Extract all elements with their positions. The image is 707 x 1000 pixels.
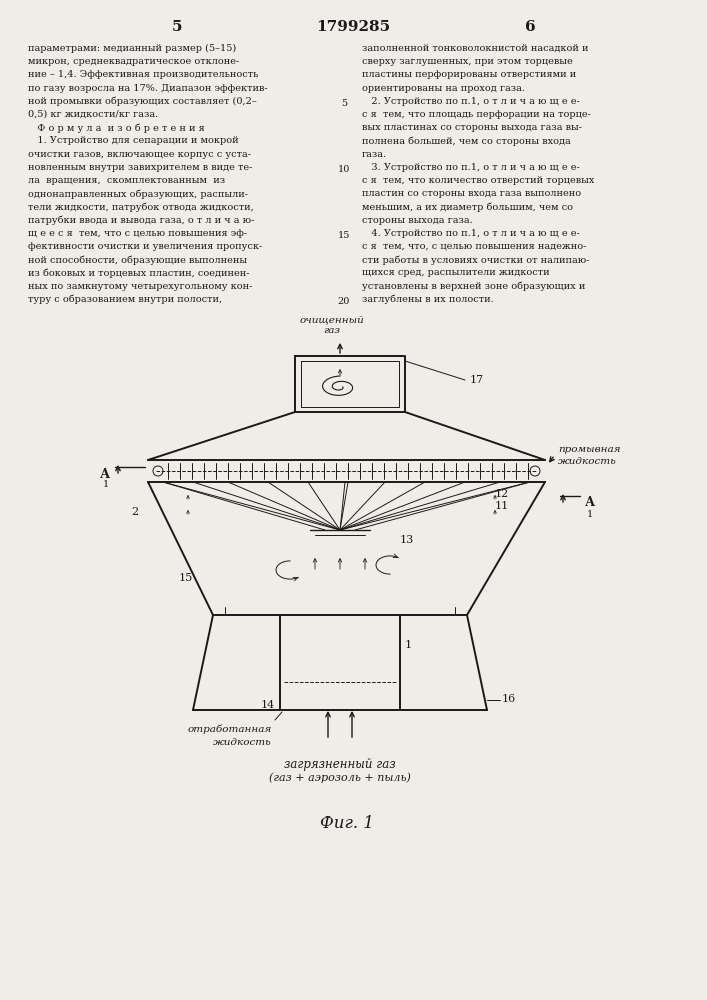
Text: полнена большей, чем со стороны входа: полнена большей, чем со стороны входа xyxy=(362,136,571,146)
Text: промывная: промывная xyxy=(558,446,621,454)
Text: сверху заглушенных, при этом торцевые: сверху заглушенных, при этом торцевые xyxy=(362,57,573,66)
Text: стороны выхода газа.: стороны выхода газа. xyxy=(362,216,473,225)
Text: ной способности, образующие выполнены: ной способности, образующие выполнены xyxy=(28,255,247,265)
Text: 12: 12 xyxy=(495,489,509,499)
Text: микрон, среднеквадратическое отклоне-: микрон, среднеквадратическое отклоне- xyxy=(28,57,239,66)
Text: жидкость: жидкость xyxy=(214,738,272,747)
Text: 2. Устройство по п.1, о т л и ч а ю щ е е-: 2. Устройство по п.1, о т л и ч а ю щ е … xyxy=(362,97,580,106)
Text: 15: 15 xyxy=(179,573,193,583)
Text: 1. Устройство для сепарации и мокрой: 1. Устройство для сепарации и мокрой xyxy=(28,136,239,145)
Text: 1799285: 1799285 xyxy=(316,20,390,34)
Text: очищенный: очищенный xyxy=(300,315,364,324)
Text: однонаправленных образующих, распыли-: однонаправленных образующих, распыли- xyxy=(28,189,248,199)
Text: пластины перфорированы отверстиями и: пластины перфорированы отверстиями и xyxy=(362,70,576,79)
Text: щихся сред, распылители жидкости: щихся сред, распылители жидкости xyxy=(362,268,549,277)
Text: ных по замкнутому четырехугольному кон-: ных по замкнутому четырехугольному кон- xyxy=(28,282,252,291)
Text: меньшим, а их диаметр большим, чем со: меньшим, а их диаметр большим, чем со xyxy=(362,202,573,212)
Text: 1: 1 xyxy=(587,510,593,519)
Text: жидкость: жидкость xyxy=(558,458,617,466)
Text: тели жидкости, патрубок отвода жидкости,: тели жидкости, патрубок отвода жидкости, xyxy=(28,202,254,212)
Text: параметрами: медианный размер (5–15): параметрами: медианный размер (5–15) xyxy=(28,44,236,53)
Text: ной промывки образующих составляет (0,2–: ной промывки образующих составляет (0,2– xyxy=(28,97,257,106)
Text: очистки газов, включающее корпус с уста-: очистки газов, включающее корпус с уста- xyxy=(28,150,251,159)
Text: по газу возросла на 17%. Диапазон эффектив-: по газу возросла на 17%. Диапазон эффект… xyxy=(28,84,268,93)
Text: пластин со стороны входа газа выполнено: пластин со стороны входа газа выполнено xyxy=(362,189,581,198)
Text: заполненной тонковолокнистой насадкой и: заполненной тонковолокнистой насадкой и xyxy=(362,44,588,53)
Text: 11: 11 xyxy=(495,501,509,511)
Text: 5: 5 xyxy=(341,99,347,108)
Text: 16: 16 xyxy=(502,694,516,704)
Text: 10: 10 xyxy=(338,165,350,174)
Text: 6: 6 xyxy=(525,20,535,34)
Text: фективности очистки и увеличения пропуск-: фективности очистки и увеличения пропуск… xyxy=(28,242,262,251)
Text: А: А xyxy=(585,496,595,510)
Text: 5: 5 xyxy=(172,20,182,34)
Text: загрязненный газ: загрязненный газ xyxy=(284,758,396,771)
Text: из боковых и торцевых пластин, соединен-: из боковых и торцевых пластин, соединен- xyxy=(28,268,250,278)
Text: ла  вращения,  скомплектованным  из: ла вращения, скомплектованным из xyxy=(28,176,225,185)
Text: А: А xyxy=(100,468,110,482)
Text: газ: газ xyxy=(324,326,341,335)
Text: сти работы в условиях очистки от налипаю-: сти работы в условиях очистки от налипаю… xyxy=(362,255,590,265)
Text: 14: 14 xyxy=(261,700,275,710)
Text: ориентированы на проход газа.: ориентированы на проход газа. xyxy=(362,84,525,93)
Text: с я  тем, что количество отверстий торцевых: с я тем, что количество отверстий торцев… xyxy=(362,176,595,185)
Text: установлены в верхней зоне образующих и: установлены в верхней зоне образующих и xyxy=(362,282,585,291)
Text: (газ + аэрозоль + пыль): (газ + аэрозоль + пыль) xyxy=(269,772,411,783)
Text: ние – 1,4. Эффективная производительность: ние – 1,4. Эффективная производительност… xyxy=(28,70,258,79)
Text: 17: 17 xyxy=(470,375,484,385)
Text: Ф о р м у л а  и з о б р е т е н и я: Ф о р м у л а и з о б р е т е н и я xyxy=(28,123,205,133)
Text: туру с образованием внутри полости,: туру с образованием внутри полости, xyxy=(28,295,222,304)
Text: с я  тем, что площадь перфорации на торце-: с я тем, что площадь перфорации на торце… xyxy=(362,110,591,119)
Text: 4. Устройство по п.1, о т л и ч а ю щ е е-: 4. Устройство по п.1, о т л и ч а ю щ е … xyxy=(362,229,580,238)
Text: щ е е с я  тем, что с целью повышения эф-: щ е е с я тем, что с целью повышения эф- xyxy=(28,229,247,238)
Text: с я  тем, что, с целью повышения надежно-: с я тем, что, с целью повышения надежно- xyxy=(362,242,586,251)
Text: 20: 20 xyxy=(338,297,350,306)
Text: газа.: газа. xyxy=(362,150,387,159)
Text: 3. Устройство по п.1, о т л и ч а ю щ е е-: 3. Устройство по п.1, о т л и ч а ю щ е … xyxy=(362,163,580,172)
Text: заглублены в их полости.: заглублены в их полости. xyxy=(362,295,493,304)
Text: 15: 15 xyxy=(338,231,350,240)
Text: 2: 2 xyxy=(131,507,138,517)
Text: 0,5) кг жидкости/кг газа.: 0,5) кг жидкости/кг газа. xyxy=(28,110,158,119)
Text: 13: 13 xyxy=(400,535,414,545)
Text: вых пластинах со стороны выхода газа вы-: вых пластинах со стороны выхода газа вы- xyxy=(362,123,582,132)
Text: 1: 1 xyxy=(405,640,412,650)
Text: отработанная: отработанная xyxy=(188,725,272,734)
Text: 1: 1 xyxy=(103,480,109,489)
Text: новленным внутри завихрителем в виде те-: новленным внутри завихрителем в виде те- xyxy=(28,163,252,172)
Text: Фиг. 1: Фиг. 1 xyxy=(320,815,374,832)
Text: патрубки ввода и вывода газа, о т л и ч а ю-: патрубки ввода и вывода газа, о т л и ч … xyxy=(28,216,255,225)
